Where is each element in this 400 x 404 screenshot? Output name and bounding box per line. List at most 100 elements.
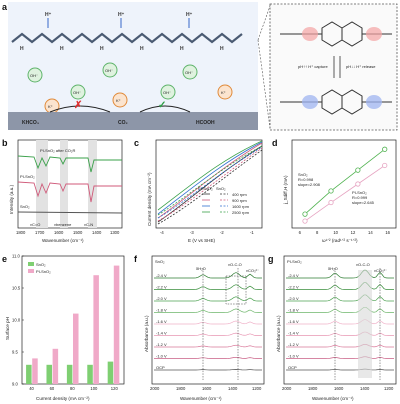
protonated-site-highlight (302, 27, 318, 41)
spectrum-trace (286, 306, 394, 313)
x-tick-label: 100 (90, 386, 98, 391)
oh-ion-label: OH⁻ (163, 90, 171, 95)
x-tick-label: 1500 (73, 230, 83, 235)
amine-h: H (220, 46, 224, 52)
spectrum-trace (286, 344, 394, 348)
y-axis-label: Absorbance (a.u.) (276, 315, 281, 352)
spectra: -2.4 V -2.2 V -2.0 V -1.8 V -1.6 V -1.4 V -1.2… (154, 272, 262, 371)
spectrum-trace (154, 369, 262, 371)
potential-label: -2.4 V (156, 273, 167, 278)
legend-label: 900 rpm (232, 198, 247, 203)
legend-label: 2500 rpm (232, 210, 250, 215)
spectrum-trace (154, 272, 262, 279)
amine-h: H (60, 46, 64, 52)
x-tick-label: 12 (351, 230, 356, 235)
panel-d-label: d (272, 138, 278, 148)
spectrum-trace (154, 332, 262, 336)
electrolyte-region (8, 2, 258, 130)
h-plus-ion: H⁺ (118, 12, 125, 18)
release-label: pH↓↓ H⁺ release (346, 64, 376, 69)
oh-ion-label: OH⁻ (30, 73, 38, 78)
electrode-surface (8, 112, 258, 130)
bar (52, 348, 59, 384)
protonated-site-highlight (366, 27, 382, 41)
data-point (302, 218, 308, 224)
panel-f: f SnO₂ -2.4 V -2.2 V -2.0 V -1.8 V -1.6 V -1.… (134, 254, 265, 401)
x-axis-label: Current density (mA cm⁻²) (36, 396, 90, 401)
sno2-fit-name: SnO₂ (298, 172, 308, 177)
spectrum-trace (154, 320, 262, 325)
spectra: -2.4 V -2.2 V -2.0 V -1.8 V -1.6 V -1.4 V -1.2… (286, 269, 394, 371)
spectrum-trace (286, 319, 394, 325)
spectrum-trace (154, 284, 262, 290)
trace-after-co2r (17, 155, 122, 173)
bar (113, 265, 120, 384)
imide-unit-top (280, 21, 392, 47)
x-tick-label: -1 (250, 230, 254, 235)
khco3-label: KHCO₃ (22, 120, 40, 126)
x-tick-label: 80 (70, 386, 75, 391)
spectrum-trace (286, 368, 394, 371)
amine-sites: H H H H H H (20, 46, 224, 52)
data-point (302, 211, 308, 217)
panel-a: a H H H H H H H⁺ H⁺ H⁺ OH⁻ OH⁻ (2, 2, 398, 131)
potential-label: OCP (288, 365, 297, 370)
spectrum-trace (154, 356, 262, 359)
x-tick-label: -3 (190, 230, 194, 235)
x-tick-label: 1800 (176, 386, 186, 391)
panel-b: b PI-SnO₂ after CO₂R PI-SnO₂ SnO₂ νC=O ν… (2, 138, 123, 243)
y-axis-label: j_Sdiff,H (mA) (283, 175, 288, 205)
plot-frame (155, 139, 263, 229)
x-tick-label: 1300 (110, 230, 120, 235)
chart-d-marks: 6 8 10 12 14 16 (299, 146, 391, 235)
x-tick-label: 6 (299, 230, 302, 235)
k-ion-label: K⁺ (221, 90, 226, 95)
x-tick-label: -4 (160, 230, 164, 235)
data-point (355, 181, 361, 187)
x-tick-label: 8 (316, 230, 319, 235)
potential-label: -2.2 V (288, 285, 299, 290)
annotation-cn: νC-N (84, 222, 93, 227)
spectrum-trace (286, 282, 394, 290)
potential-label: -1.2 V (156, 342, 167, 347)
inset-frame (269, 3, 398, 131)
x-tick-label: 14 (368, 230, 373, 235)
k-ion-label: K⁺ (116, 98, 121, 103)
deprotonated-site-highlight (302, 95, 318, 109)
x-tick-label: 1400 (92, 230, 102, 235)
band-label: νO-C-O (356, 262, 370, 267)
panel-title: SnO₂ (155, 259, 165, 264)
amine-h: H (20, 46, 24, 52)
x-axis-label: Wavenumber (cm⁻¹) (312, 396, 354, 401)
oh-ion-bubble (27, 67, 43, 83)
legend: SnO₂ PI-SnO₂ (28, 262, 51, 274)
mechanism-inset: pH↑↑ H⁺ capture pH↓↓ H⁺ release (257, 3, 398, 131)
oh-ion-bubble (160, 84, 176, 100)
co2-label: CO₂ (118, 120, 128, 126)
x-tick-label: 1200 (252, 386, 262, 391)
legend-swatch (28, 262, 34, 266)
inset-connector (257, 39, 271, 129)
spectrum-trace (286, 294, 394, 302)
legend-label: 1600 rpm (232, 204, 250, 209)
annotation-co: νC=O (30, 222, 40, 227)
legend-label: 400 rpm (232, 192, 247, 197)
capture-label: pH↑↑ H⁺ capture (298, 64, 328, 69)
y-axis-label: Intensity (a.u.) (9, 184, 14, 214)
h-plus-ion: H⁺ (186, 12, 193, 18)
trace-label-pi: PI-SnO₂ (20, 174, 35, 179)
spectrum-trace (286, 269, 394, 279)
k-ion-bubble (112, 92, 128, 108)
bar (26, 364, 32, 384)
oh-ion-label: OH⁻ (105, 68, 113, 73)
legend-label: PI-SnO₂ (36, 269, 51, 274)
pi-fit-r: R=0.999 (352, 195, 368, 200)
bar (107, 361, 114, 384)
plot-frame (17, 139, 123, 229)
band-label: δH₂O (328, 266, 338, 271)
band-shade-benzene (60, 140, 68, 228)
lsv-curve-dashed (157, 145, 263, 216)
h-plus-ion: H⁺ (45, 12, 52, 18)
panel-d: d 6 8 10 12 14 16 SnO₂ R=0.998 slope=2.908 PI… (272, 138, 397, 243)
